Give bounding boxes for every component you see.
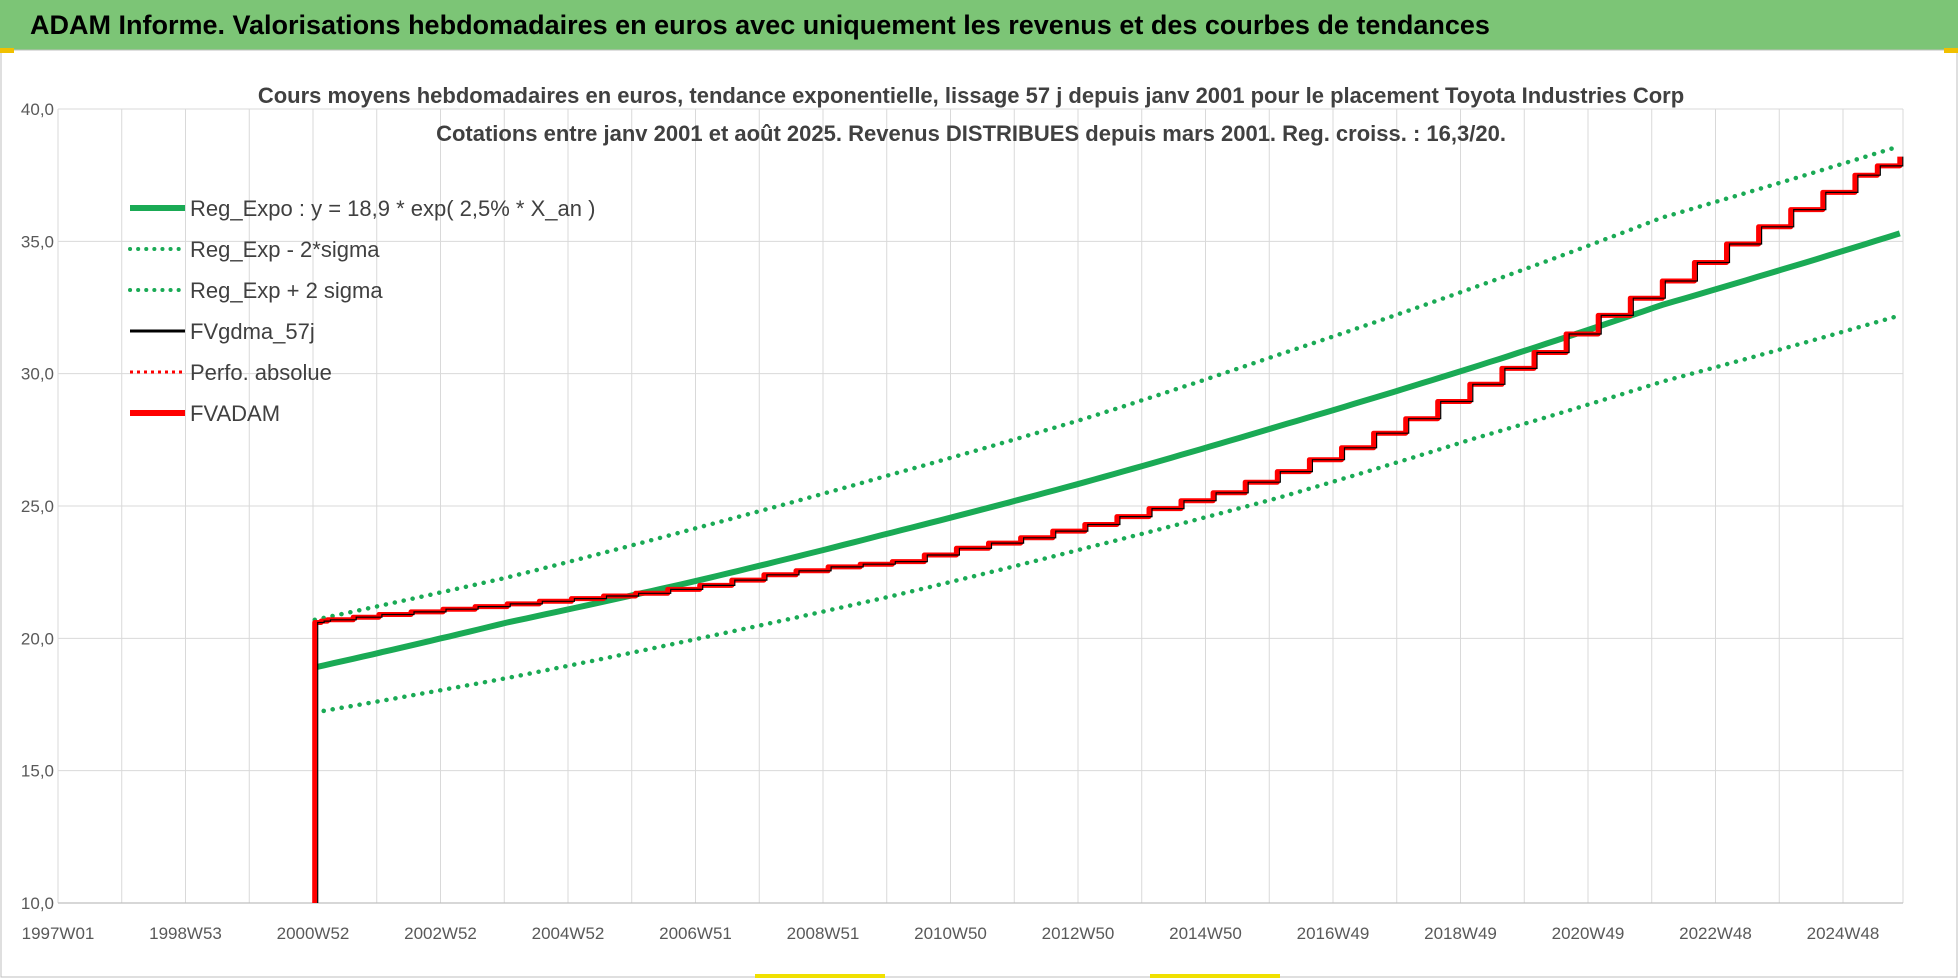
legend-label: Reg_Exp + 2 sigma: [190, 278, 383, 303]
y-tick-label: 20,0: [21, 629, 54, 648]
y-tick-label: 15,0: [21, 762, 54, 781]
legend: Reg_Expo : y = 18,9 * exp( 2,5% * X_an )…: [128, 196, 595, 426]
x-tick-label: 2000W52: [277, 924, 350, 943]
x-tick-label: 2004W52: [532, 924, 605, 943]
x-tick-label: 2008W51: [787, 924, 860, 943]
chart-frame: [0, 49, 1958, 978]
x-tick-label: 2022W48: [1679, 924, 1752, 943]
x-tick-label: 2012W50: [1042, 924, 1115, 943]
grid: [57, 108, 1904, 904]
series-reg-exp-minus-2sigma: [312, 313, 1903, 715]
y-tick-label: 10,0: [21, 894, 54, 913]
chart-title-line-2: Cotations entre janv 2001 et août 2025. …: [436, 121, 1506, 146]
x-tick-label: 2002W52: [404, 924, 477, 943]
corner-accent-right: [1944, 48, 1958, 53]
bottom-accent-2: [1150, 974, 1280, 978]
x-tick-label: 1998W53: [149, 924, 222, 943]
x-tick-label: 2016W49: [1297, 924, 1370, 943]
y-tick-label: 25,0: [21, 497, 54, 516]
y-tick-label: 40,0: [21, 100, 54, 119]
series-fvadam: [312, 156, 1903, 903]
series-reg-exp-plus-2sigma: [312, 143, 1903, 623]
legend-label: Reg_Exp - 2*sigma: [190, 237, 380, 262]
bottom-accent-1: [755, 974, 885, 978]
report-banner: ADAM Informe. Valorisations hebdomadaire…: [0, 0, 1958, 50]
banner-title: ADAM Informe. Valorisations hebdomadaire…: [30, 10, 1490, 40]
chart-title: Cours moyens hebdomadaires en euros, ten…: [258, 83, 1684, 146]
x-tick-label: 2006W51: [659, 924, 732, 943]
chart-title-line-1: Cours moyens hebdomadaires en euros, ten…: [258, 83, 1684, 108]
legend-label: Perfo. absolue: [190, 360, 332, 385]
legend-label: FVgdma_57j: [190, 319, 315, 344]
x-tick-label: 2020W49: [1552, 924, 1625, 943]
y-tick-label: 35,0: [21, 232, 54, 251]
y-tick-label: 30,0: [21, 365, 54, 384]
legend-label: Reg_Expo : y = 18,9 * exp( 2,5% * X_an ): [190, 196, 595, 221]
axes: 10,0 15,0 20,0 25,0 30,0 35,0 40,0 1997W01 1998W…: [21, 100, 1903, 943]
legend-label: FVADAM: [190, 401, 280, 426]
x-tick-label: 2010W50: [914, 924, 987, 943]
x-tick-label: 2024W48: [1807, 924, 1880, 943]
corner-accent-left: [0, 48, 14, 53]
x-tick-label: 1997W01: [22, 924, 95, 943]
x-tick-label: 2018W49: [1424, 924, 1497, 943]
x-tick-label: 2014W50: [1169, 924, 1242, 943]
series: [312, 143, 1904, 903]
series-fvgdma-57j: [317, 156, 1904, 903]
